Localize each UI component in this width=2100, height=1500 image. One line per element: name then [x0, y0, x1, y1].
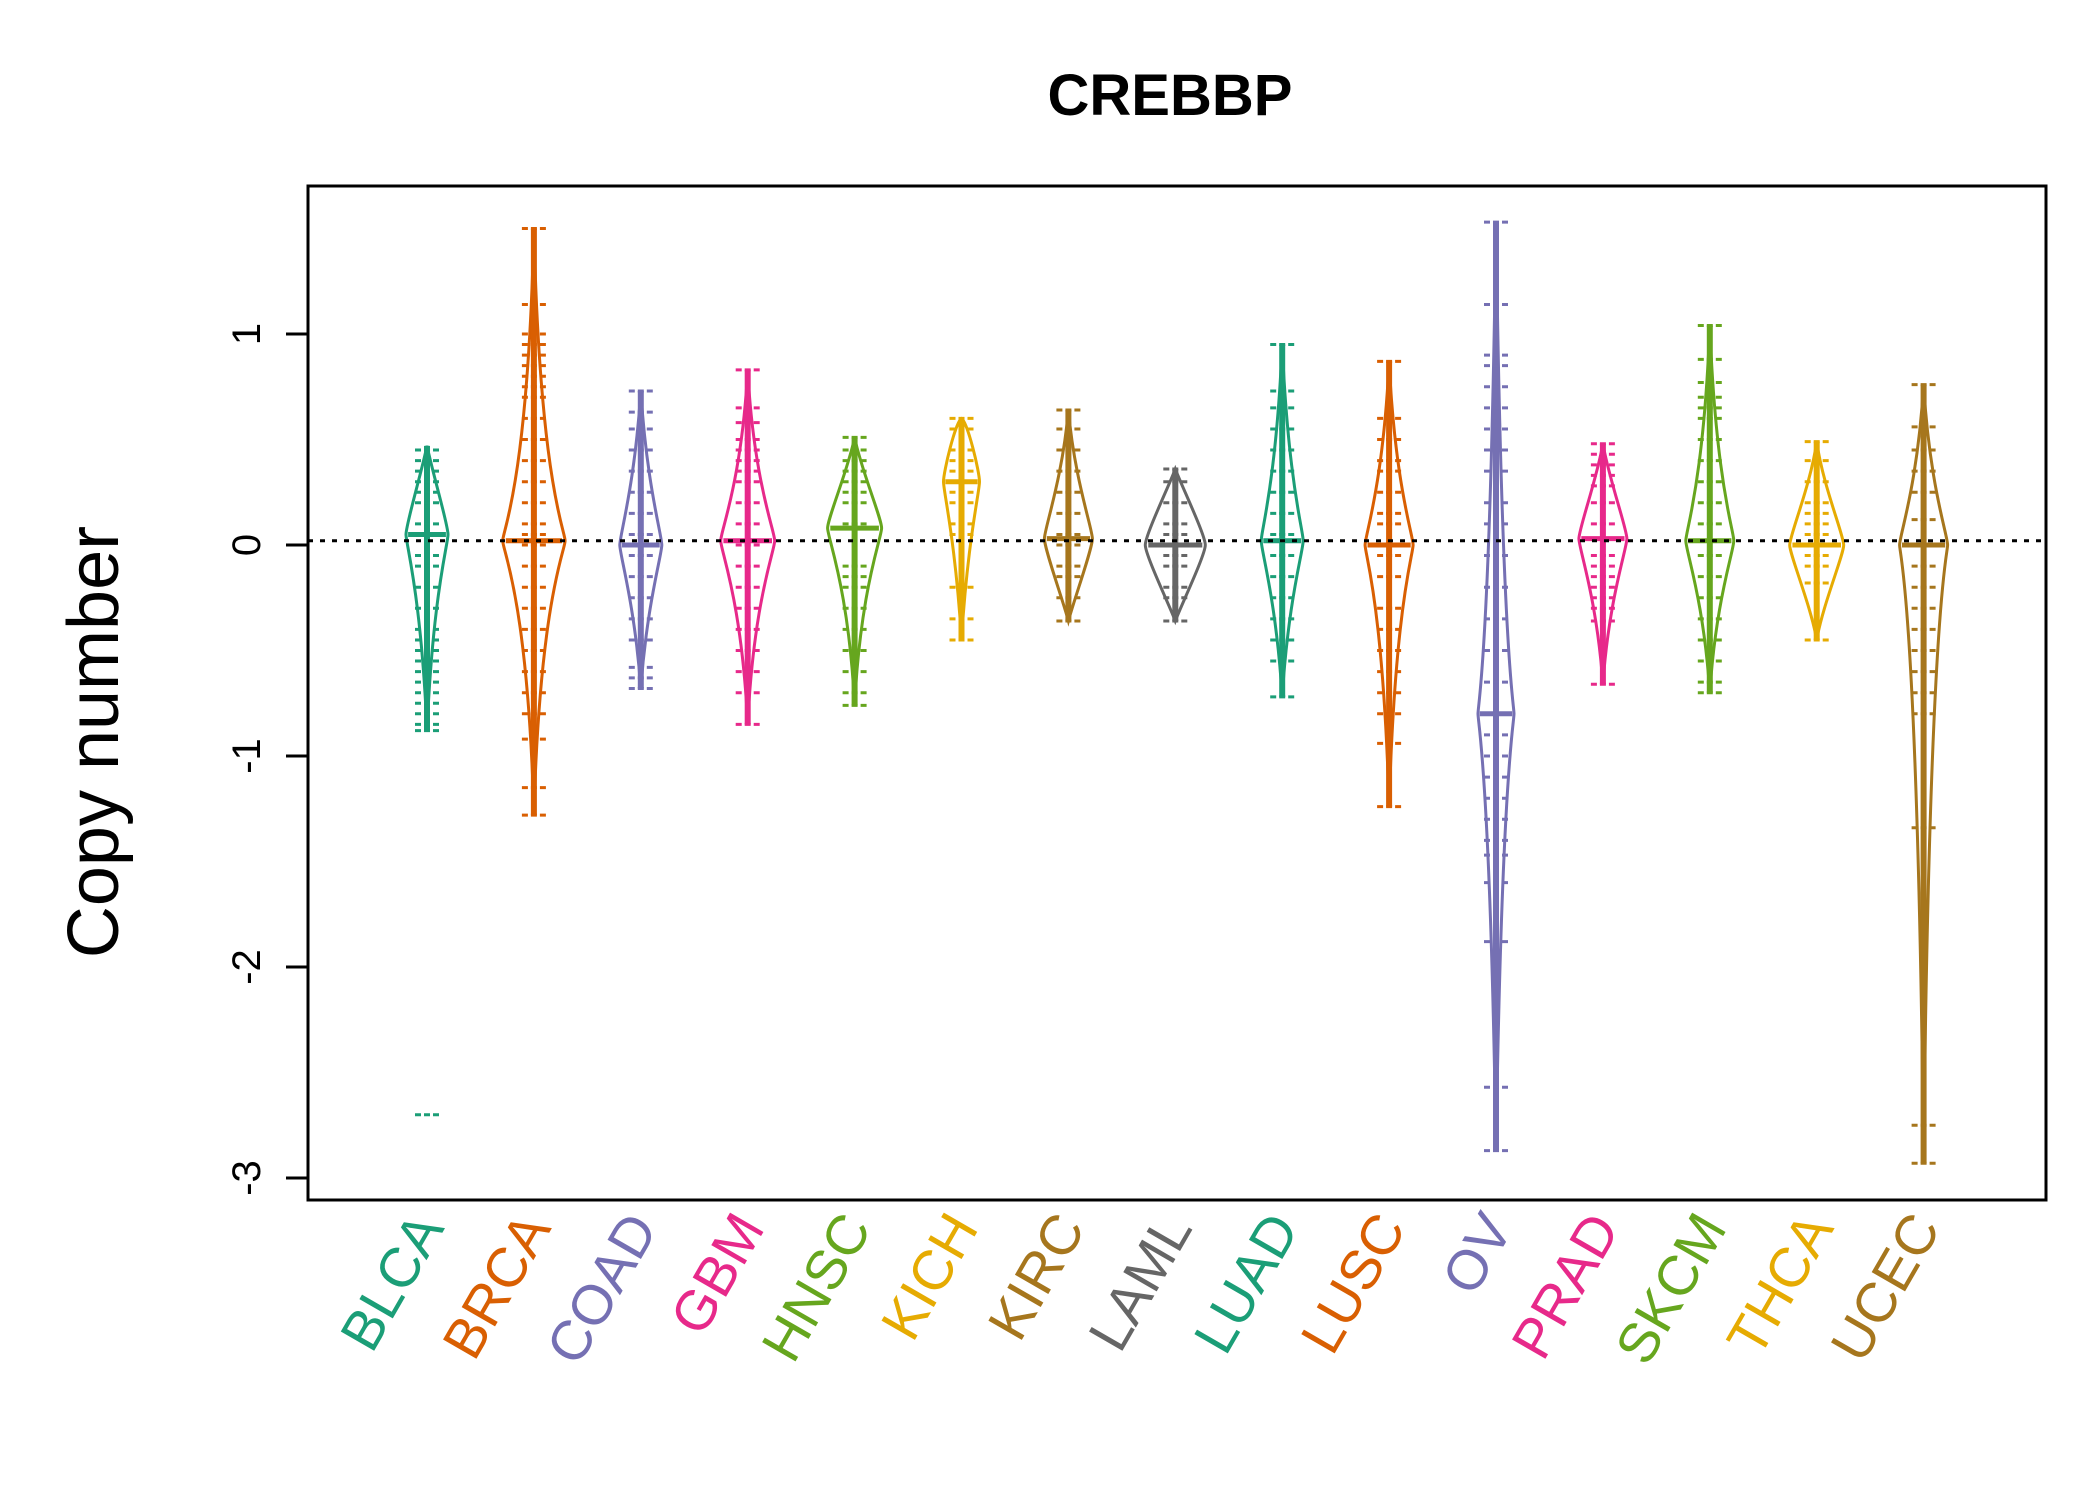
y-tick-label: 1 — [225, 323, 269, 345]
bean-ov — [1476, 220, 1516, 1153]
bean-brca — [501, 227, 567, 817]
bean-thca — [1788, 440, 1846, 642]
y-tick-label: -1 — [225, 738, 269, 774]
bean-kich — [941, 416, 982, 642]
bean-ucec — [1898, 383, 1950, 1165]
x-tick-label-laml: LAML — [1076, 1203, 1204, 1361]
x-tick-label-kich: KICH — [868, 1203, 989, 1350]
bean-coad — [618, 389, 664, 690]
y-tick-label: -3 — [225, 1160, 269, 1196]
x-tick-label-coad: COAD — [534, 1203, 669, 1375]
bean-lusc — [1363, 359, 1415, 809]
bean-blca — [404, 445, 450, 1117]
bean-luad — [1259, 343, 1305, 699]
beans-layer — [404, 220, 1950, 1165]
x-tick-label-ov: OV — [1429, 1202, 1524, 1304]
y-tick-label: -2 — [225, 949, 269, 985]
bean-hnsc — [826, 435, 884, 707]
y-tick-label: 0 — [225, 534, 269, 556]
bean-laml — [1143, 464, 1207, 626]
x-tick-label-luad: LUAD — [1181, 1203, 1310, 1364]
chart-title: CREBBP — [1048, 63, 1293, 128]
plot-frame — [306, 184, 2048, 1202]
bean-kirc — [1042, 408, 1094, 627]
x-tick-label-ucec: UCEC — [1818, 1203, 1952, 1372]
y-axis: 1 0 -1 -2 -3 — [225, 323, 310, 1196]
bean-skcm — [1684, 324, 1736, 695]
x-tick-label-lusc: LUSC — [1288, 1203, 1417, 1364]
y-axis-label: Copy number — [54, 526, 134, 958]
bean-gbm — [719, 368, 777, 726]
x-tick-label-skcm: SKCM — [1603, 1203, 1738, 1375]
bean-prad — [1577, 442, 1629, 686]
x-tick-label-hnsc: HNSC — [749, 1203, 883, 1372]
